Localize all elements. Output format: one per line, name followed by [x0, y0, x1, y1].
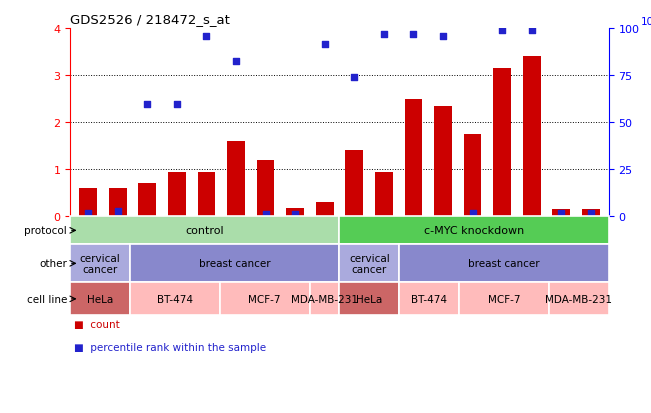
- Text: control: control: [186, 226, 224, 236]
- Text: breast cancer: breast cancer: [468, 259, 540, 269]
- Bar: [310, 282, 340, 316]
- Text: GSM136084: GSM136084: [468, 218, 477, 268]
- Point: [320, 42, 330, 49]
- Point: [349, 75, 359, 81]
- Bar: [316, 203, 333, 217]
- Point: [379, 31, 389, 38]
- Text: GSM136098: GSM136098: [380, 218, 389, 268]
- Bar: [130, 282, 220, 316]
- Bar: [523, 57, 540, 217]
- Bar: [70, 282, 130, 316]
- Text: GSM136081: GSM136081: [173, 218, 181, 268]
- Text: GSM136092: GSM136092: [587, 218, 596, 268]
- Text: BT-474: BT-474: [157, 294, 193, 304]
- Text: GSM136083: GSM136083: [202, 218, 211, 268]
- Point: [497, 28, 507, 35]
- Text: GSM136096: GSM136096: [350, 218, 359, 268]
- Text: GSM136088: GSM136088: [527, 218, 536, 268]
- Point: [467, 210, 478, 216]
- Bar: [130, 245, 340, 282]
- Text: c-MYC knockdown: c-MYC knockdown: [424, 226, 524, 236]
- Bar: [346, 151, 363, 217]
- Bar: [70, 245, 130, 282]
- Point: [290, 211, 300, 218]
- Text: GSM136086: GSM136086: [498, 218, 506, 268]
- Bar: [197, 172, 215, 217]
- Bar: [375, 172, 393, 217]
- Point: [408, 31, 419, 38]
- Text: protocol: protocol: [24, 226, 67, 236]
- Text: GSM136082: GSM136082: [439, 218, 447, 268]
- Text: GSM136095: GSM136095: [83, 218, 92, 268]
- Point: [556, 210, 566, 216]
- Point: [260, 211, 271, 218]
- Text: ■  percentile rank within the sample: ■ percentile rank within the sample: [74, 342, 266, 352]
- Text: GSM136087: GSM136087: [261, 218, 270, 268]
- Text: MCF-7: MCF-7: [488, 294, 520, 304]
- Text: ■  count: ■ count: [74, 320, 119, 330]
- Text: cervical
cancer: cervical cancer: [80, 253, 120, 275]
- Text: GSM136089: GSM136089: [290, 218, 299, 268]
- Text: BT-474: BT-474: [411, 294, 447, 304]
- Bar: [340, 282, 399, 316]
- Point: [527, 28, 537, 35]
- Point: [438, 34, 449, 40]
- Bar: [70, 217, 340, 245]
- Text: cervical
cancer: cervical cancer: [349, 253, 390, 275]
- Bar: [340, 245, 399, 282]
- Bar: [399, 282, 459, 316]
- Text: GSM136085: GSM136085: [232, 218, 240, 268]
- Bar: [459, 282, 549, 316]
- Bar: [227, 142, 245, 217]
- Bar: [404, 100, 422, 217]
- Point: [586, 210, 596, 216]
- Text: GSM136097: GSM136097: [113, 218, 122, 268]
- Text: MDA-MB-231: MDA-MB-231: [291, 294, 358, 304]
- Text: 100%: 100%: [641, 17, 651, 27]
- Text: GSM136090: GSM136090: [557, 218, 566, 268]
- Bar: [109, 189, 126, 217]
- Bar: [553, 210, 570, 217]
- Text: HeLa: HeLa: [356, 294, 383, 304]
- Bar: [434, 107, 452, 217]
- Text: GSM136080: GSM136080: [409, 218, 418, 268]
- Text: other: other: [39, 259, 67, 269]
- Bar: [256, 160, 275, 217]
- Bar: [139, 184, 156, 217]
- Bar: [286, 209, 304, 217]
- Text: MDA-MB-231: MDA-MB-231: [546, 294, 613, 304]
- Bar: [549, 282, 609, 316]
- Point: [172, 102, 182, 108]
- Bar: [220, 282, 310, 316]
- Text: HeLa: HeLa: [87, 294, 113, 304]
- Text: GSM136091: GSM136091: [320, 218, 329, 268]
- Point: [201, 34, 212, 40]
- Bar: [464, 135, 482, 217]
- Bar: [168, 172, 186, 217]
- Point: [230, 59, 241, 65]
- Bar: [493, 69, 511, 217]
- Text: GDS2526 / 218472_s_at: GDS2526 / 218472_s_at: [70, 13, 230, 26]
- Point: [113, 208, 123, 215]
- Text: cell line: cell line: [27, 294, 67, 304]
- Bar: [340, 217, 609, 245]
- Bar: [79, 189, 97, 217]
- Text: MCF-7: MCF-7: [249, 294, 281, 304]
- Text: GSM136079: GSM136079: [143, 218, 152, 268]
- Point: [83, 210, 93, 216]
- Bar: [399, 245, 609, 282]
- Point: [142, 102, 152, 108]
- Bar: [582, 210, 600, 217]
- Text: breast cancer: breast cancer: [199, 259, 271, 269]
